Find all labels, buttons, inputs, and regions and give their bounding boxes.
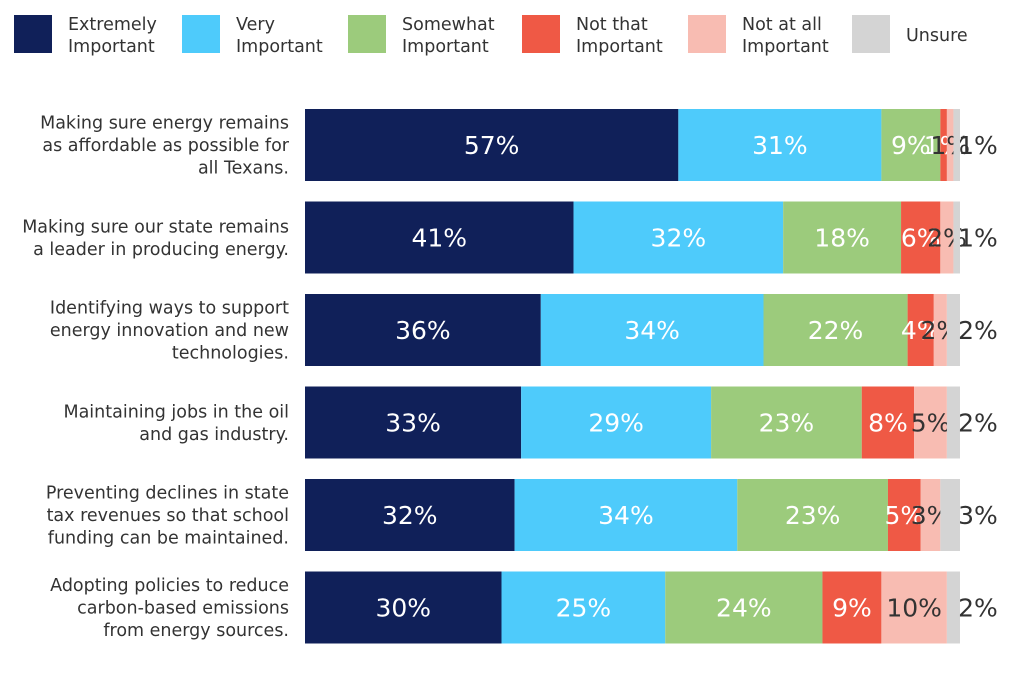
bar-segment-extremely-important [305, 201, 574, 274]
bar-segment-unsure [940, 479, 960, 551]
legend-swatch-not-at-all-important [688, 15, 726, 53]
bar-segment-not-at-all-important [933, 294, 947, 366]
bar-segment-extremely-important [305, 294, 541, 366]
bar-segment-extremely-important [305, 386, 522, 459]
bar-row-4: Maintaining jobs in the oil and gas indus… [63, 386, 998, 459]
bar-segment-extremely-important [305, 571, 502, 644]
data-label: 32% [382, 501, 438, 530]
legend-swatch-very-important [182, 15, 220, 53]
bar-segment-very-important [573, 201, 784, 274]
data-label: 57% [464, 131, 520, 160]
bar-segment-unsure [953, 109, 960, 181]
bar-segment-not-at-all-important [914, 386, 947, 459]
bar-segment-somewhat-important [763, 294, 908, 366]
data-label: 5% [911, 409, 951, 438]
data-label: 2% [958, 594, 998, 623]
bar-segment-very-important [514, 479, 738, 551]
category-label: Making sure our state remains a leader in… [22, 217, 289, 260]
bar-segment-not-that-important [901, 201, 941, 274]
data-label: 25% [556, 594, 612, 623]
category-label: Identifying ways to support energy innova… [50, 299, 289, 364]
bar-segment-not-that-important [861, 386, 915, 459]
data-label: 22% [808, 316, 864, 345]
category-label: Maintaining jobs in the oil and gas indus… [63, 402, 289, 445]
data-label: 32% [651, 224, 707, 253]
legend-swatch-not-that-important [522, 15, 560, 53]
data-label: 2% [958, 316, 998, 345]
bar-segment-not-at-all-important [881, 571, 947, 644]
legend-label-extremely-important: Extremely Important [68, 15, 157, 57]
legend-label-very-important: Very Important [236, 15, 323, 57]
data-label: 34% [624, 316, 680, 345]
data-label: 24% [716, 594, 772, 623]
data-label: 36% [395, 316, 451, 345]
data-label: 9% [832, 594, 872, 623]
category-label: Adopting policies to reduce carbon-based … [50, 576, 289, 641]
bar-row-6: Adopting policies to reduce carbon-based … [50, 571, 998, 644]
legend-swatch-unsure [852, 15, 890, 53]
bar-row-2: Making sure our state remains a leader in… [22, 201, 998, 274]
legend-swatch-somewhat-important [348, 15, 386, 53]
bar-segment-somewhat-important [783, 201, 902, 274]
data-label: 31% [752, 131, 808, 160]
bar-row-3: Identifying ways to support energy innova… [50, 294, 998, 366]
data-label: 34% [598, 501, 654, 530]
legend-swatch-extremely-important [14, 15, 52, 53]
bar-segment-somewhat-important [737, 479, 888, 551]
bar-row-1: Making sure energy remains as affordable … [40, 109, 998, 181]
data-label: 5% [884, 501, 924, 530]
data-label: 41% [411, 224, 467, 253]
bar-segment-very-important [678, 109, 882, 181]
data-label: 29% [588, 409, 644, 438]
bar-segment-not-that-important [887, 479, 921, 551]
bar-segment-somewhat-important [881, 109, 941, 181]
data-label: 23% [759, 409, 815, 438]
bar-segment-very-important [540, 294, 764, 366]
data-label: 10% [886, 594, 942, 623]
bar-row-5: Preventing declines in state tax revenues… [46, 479, 998, 551]
bar-segment-unsure [946, 571, 960, 644]
data-label: 6% [901, 224, 941, 253]
bar-segment-very-important [501, 571, 666, 644]
data-label: 2% [927, 224, 967, 253]
data-label: 9% [891, 131, 931, 160]
data-label: 1% [930, 131, 970, 160]
data-label: 23% [785, 501, 841, 530]
data-label: 30% [375, 594, 431, 623]
legend-label-not-at-all-important: Not at all Important [742, 15, 829, 57]
data-label: 33% [385, 409, 441, 438]
data-label: 18% [814, 224, 870, 253]
bar-segment-unsure [946, 294, 960, 366]
legend: Extremely Important Very Important Somewhat I… [0, 0, 1024, 70]
bar-segment-not-that-important [940, 109, 947, 181]
legend-label-unsure: Unsure [906, 26, 968, 46]
bar-segment-not-that-important [822, 571, 882, 644]
bar-segment-not-at-all-important [940, 201, 954, 274]
bar-segment-not-at-all-important [946, 109, 954, 181]
category-label: Making sure energy remains as affordable … [40, 114, 290, 179]
bar-segment-not-that-important [907, 294, 934, 366]
data-label: 2% [958, 409, 998, 438]
data-label: 8% [868, 409, 908, 438]
bar-segment-very-important [521, 386, 712, 459]
bar-segment-somewhat-important [665, 571, 823, 644]
data-label: 1% [958, 131, 998, 160]
bar-segment-extremely-important [305, 479, 515, 551]
category-label: Preventing declines in state tax revenues… [46, 484, 289, 549]
bar-segment-unsure [946, 386, 960, 459]
data-label: 3% [958, 501, 998, 530]
bar-segment-not-at-all-important [920, 479, 941, 551]
legend-label-not-that-important: Not that Important [576, 15, 663, 57]
legend-label-somewhat-important: Somewhat Important [402, 15, 495, 57]
bar-segment-extremely-important [305, 109, 679, 181]
bar-segment-somewhat-important [711, 386, 862, 459]
bar-segment-unsure [953, 201, 960, 274]
data-label: 1% [958, 224, 998, 253]
